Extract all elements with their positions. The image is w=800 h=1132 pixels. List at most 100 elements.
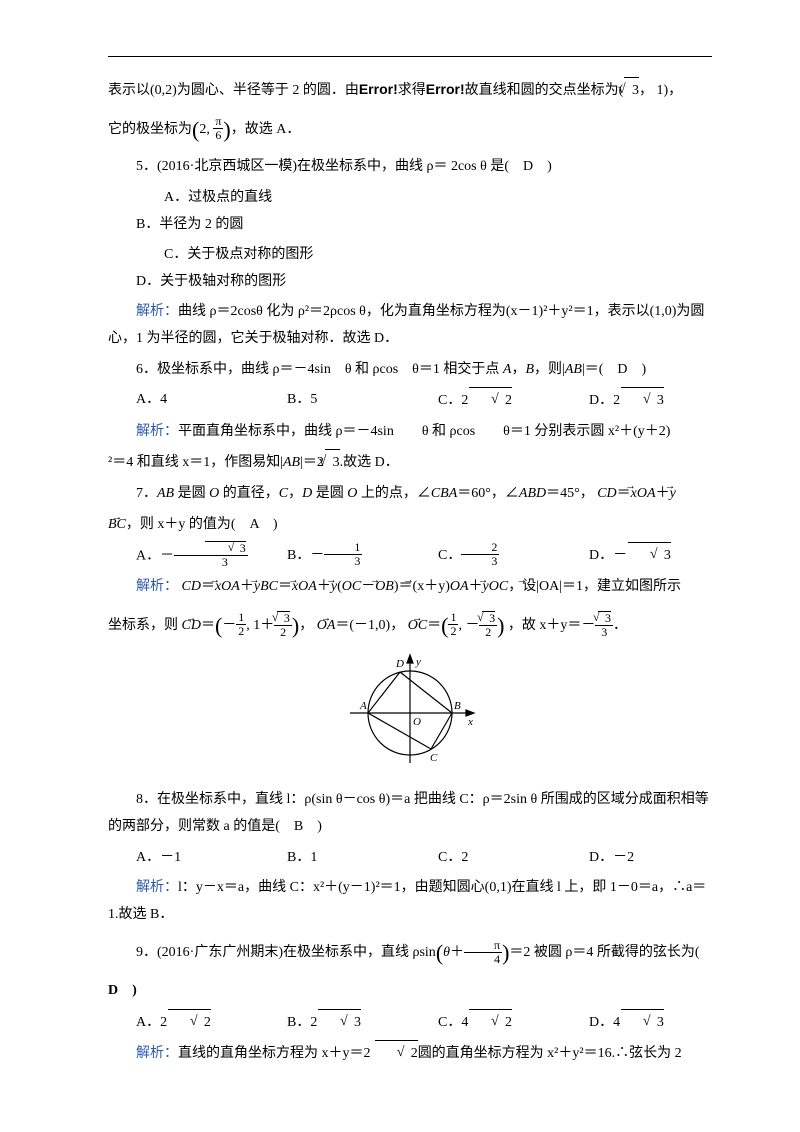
- analysis-label: 解析：: [136, 880, 178, 895]
- t: 它的极坐标为: [108, 122, 192, 137]
- q9-opts: A．22 B．23 C．42 D．43: [108, 1009, 712, 1037]
- t: .故选 D．: [340, 455, 399, 470]
- q9-C: C．42: [410, 1009, 561, 1037]
- sqrt3: 3: [624, 77, 639, 105]
- q8-stem: 8．在极坐标系中，直线 l：ρ(sin θ－cos θ)＝a 把曲线 C：ρ＝2…: [108, 787, 712, 840]
- q9-analysis: 解析：直线的直角坐标方程为 x＋y＝2 2圆的直角坐标方程为 x²＋y²＝16.…: [108, 1040, 712, 1068]
- t: ＝(－1,0)，: [335, 618, 404, 633]
- t: ，故选 A．: [231, 122, 301, 137]
- analysis-label: 解析：: [136, 579, 178, 594]
- q5-analysis: 解析：曲线 ρ＝2cosθ 化为 ρ²＝2ρcos θ，化为直角坐标方程为(x－…: [108, 299, 712, 352]
- t: ，故 x＋y＝－: [508, 618, 596, 633]
- svg-text:A: A: [359, 700, 367, 712]
- header-rule: [108, 56, 712, 57]
- q9-ans: D ): [108, 978, 712, 1005]
- intro-line-1: 表示以(0,2)为圆心、半径等于 2 的圆．由Error!求得Error!故直线…: [108, 76, 712, 105]
- t: C．: [438, 548, 461, 563]
- vec-OA: OA: [637, 486, 656, 501]
- q7-opts: A．－33 B．－13 C．23 D．－3: [108, 542, 712, 570]
- t: |＝( D ): [582, 362, 646, 377]
- vec-BC: BC: [108, 517, 126, 532]
- q7-A: A．－33: [108, 542, 259, 570]
- svg-text:O: O: [413, 716, 421, 728]
- q6-C: C．22: [410, 387, 561, 415]
- t: 曲线 ρ＝2cosθ 化为 ρ²＝2ρcos θ，化为直角坐标方程为(x－1)²…: [108, 304, 704, 346]
- t: ， 1)，: [639, 83, 682, 98]
- q5-stem: 5．(2016·北京西城区一模)在极坐标系中，曲线 ρ＝ 2cos θ 是( D…: [108, 154, 712, 181]
- q6-analysis-2: ²＝4 和直线 x＝1，作图易知|AB|＝23.故选 D．: [108, 449, 712, 477]
- analysis-label: 解析：: [136, 1046, 178, 1061]
- t: 坐标系，则: [108, 618, 178, 633]
- t: ，设|OA|＝1，建立如图所示: [508, 579, 681, 594]
- error-text-2: Error!: [426, 81, 465, 97]
- q6-stem: 6．极坐标系中，曲线 ρ＝－4sin θ 和 ρcos θ＝1 相交于点 A，B…: [108, 357, 712, 384]
- q7-C: C．23: [410, 542, 561, 570]
- q8-D: D．－2: [561, 845, 712, 872]
- q7-figure: A B C D O x y: [108, 653, 712, 784]
- q7-stem-1: 7．AB 是圆 O 的直径，C，D 是圆 O 上的点，∠CBA＝60°，∠ABD…: [108, 481, 712, 508]
- q6-B: B．5: [259, 387, 410, 415]
- svg-text:B: B: [454, 700, 461, 712]
- q6-A: A．4: [108, 387, 259, 415]
- t: 的直径，: [219, 486, 279, 501]
- t: ＝60°，∠: [457, 486, 519, 501]
- svg-text:C: C: [430, 752, 438, 764]
- lparen: (: [192, 117, 199, 142]
- t: 直线的直角坐标方程为 x＋y＝2: [178, 1046, 374, 1061]
- q9-D: D．43: [561, 1009, 712, 1037]
- t: ，则|: [534, 362, 565, 377]
- q5-D: D．关于极轴对称的图形: [108, 269, 398, 296]
- sqrt2: 2: [469, 387, 512, 415]
- t: 7．: [136, 486, 157, 501]
- analysis-label: 解析：: [136, 304, 178, 319]
- q6-D: D．23: [561, 387, 712, 415]
- q8-opts: A．－1 B．1 C．2 D．－2: [108, 845, 712, 872]
- t: A．－: [136, 549, 174, 564]
- q6-opts: A．4 B．5 C．22 D．23: [108, 387, 712, 415]
- q8-A: A．－1: [108, 845, 259, 872]
- t: ＝45°，: [546, 486, 594, 501]
- t: B．－: [287, 548, 324, 563]
- t: 圆的直角坐标方程为 x²＋y²＝16.∴弦长为 2: [418, 1046, 682, 1061]
- t: 故直线和圆的交点坐标为(: [465, 83, 624, 98]
- sqrt3: 3: [325, 449, 340, 477]
- sqrt3: 3: [621, 387, 664, 415]
- q8-B: B．1: [259, 845, 410, 872]
- q6-analysis-1: 解析：平面直角坐标系中，曲线 ρ＝－4sin θ 和 ρcos θ＝1 分别表示…: [108, 419, 712, 446]
- q7-B: B．－13: [259, 542, 410, 570]
- t: 表示以(0,2)为圆心、半径等于 2 的圆．由: [108, 83, 359, 98]
- q8-analysis: 解析：l：y－x＝a，曲线 C：x²＋(y－1)²＝1，由题知圆心(0,1)在直…: [108, 875, 712, 928]
- t: 是圆: [312, 486, 347, 501]
- svg-text:y: y: [415, 656, 421, 668]
- q7-analysis-2: 坐标系，则 CD＝(－12, 1＋32)， OA＝(－1,0)， OC＝(12,…: [108, 605, 712, 647]
- q7-analysis-1: 解析： CD＝xOA＋yBC＝xOA＋y(OC－OB)＝(x＋y)OA＋yOC，…: [108, 574, 712, 601]
- q5-A: A．过极点的直线: [136, 185, 426, 212]
- q7-D: D．－3: [561, 542, 712, 570]
- t: 求得: [398, 83, 426, 98]
- analysis-label: 解析：: [136, 424, 178, 439]
- t: l：y－x＝a，曲线 C：x²＋(y－1)²＝1，由题知圆心(0,1)在直线 l…: [108, 880, 706, 922]
- rparen: ): [223, 117, 230, 142]
- error-text-1: Error!: [359, 81, 398, 97]
- page: 表示以(0,2)为圆心、半径等于 2 的圆．由Error!求得Error!故直线…: [0, 0, 800, 1132]
- q9-stem: 9．(2016·广东广州期末)在极坐标系中，直线 ρsin(θ＋π4)＝2 被圆…: [108, 932, 712, 974]
- t: ，则 x＋y 的值为( A ): [126, 517, 278, 532]
- q5-B: B．半径为 2 的圆: [108, 212, 398, 239]
- intro-line-2: 它的极坐标为(2, π6)，故选 A．: [108, 109, 712, 151]
- t: ²＝4 和直线 x＝1，作图易知|: [108, 455, 283, 470]
- t: 上的点，∠: [357, 486, 431, 501]
- t: 9．(2016·广东广州期末)在极坐标系中，直线 ρsin: [136, 945, 436, 960]
- q9-B: B．23: [259, 1009, 410, 1037]
- t: 6．极坐标系中，曲线 ρ＝－4sin θ 和 ρcos θ＝1 相交于点: [136, 362, 503, 377]
- q5-C: C．关于极点对称的图形: [136, 242, 426, 269]
- q9-A: A．22: [108, 1009, 259, 1037]
- q7-stem-2: BC，则 x＋y 的值为( A ): [108, 512, 712, 539]
- t: ＝2 被圆 ρ＝4 所截得的弦长为(: [509, 945, 699, 960]
- t: D ): [108, 983, 137, 998]
- vec-CD: CD: [597, 486, 616, 501]
- svg-text:x: x: [467, 716, 473, 728]
- q8-C: C．2: [410, 845, 561, 872]
- q5-opts-row1: A．过极点的直线 B．半径为 2 的圆: [108, 185, 712, 238]
- frac-pi6: π6: [213, 115, 223, 142]
- circle-diagram: A B C D O x y: [340, 653, 480, 773]
